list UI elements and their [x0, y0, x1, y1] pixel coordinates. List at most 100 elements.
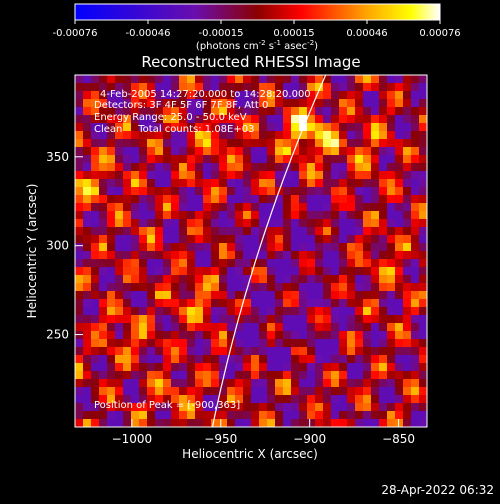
- heatmap-cell: [227, 387, 236, 396]
- heatmap-cell: [371, 75, 380, 84]
- heatmap-cell: [419, 339, 427, 348]
- heatmap-cell: [235, 131, 244, 140]
- heatmap-cell: [347, 83, 356, 92]
- heatmap-cell: [283, 403, 292, 412]
- heatmap-cell: [171, 411, 180, 420]
- heatmap-cell: [107, 171, 116, 180]
- heatmap-cell: [243, 339, 252, 348]
- heatmap-cell: [115, 291, 124, 300]
- heatmap-cell: [99, 355, 108, 364]
- heatmap-cell: [195, 91, 204, 100]
- heatmap-cell: [99, 115, 108, 124]
- heatmap-cell: [291, 195, 300, 204]
- heatmap-cell: [275, 323, 284, 332]
- heatmap-cell: [347, 363, 356, 372]
- heatmap-cell: [163, 235, 172, 244]
- heatmap-cell: [99, 411, 108, 420]
- heatmap-cell: [75, 131, 84, 140]
- heatmap-cell: [275, 347, 284, 356]
- heatmap-cell: [163, 99, 172, 108]
- heatmap-cell: [179, 371, 188, 380]
- heatmap-cell: [387, 91, 396, 100]
- heatmap-cell: [163, 123, 172, 132]
- heatmap-cell: [227, 147, 236, 156]
- heatmap-cell: [179, 171, 188, 180]
- heatmap-cell: [275, 419, 284, 427]
- heatmap-cell: [203, 147, 212, 156]
- heatmap-cell: [411, 91, 420, 100]
- heatmap-cell: [163, 243, 172, 252]
- heatmap-cell: [347, 75, 356, 84]
- heatmap-cell: [131, 275, 140, 284]
- heatmap-cell: [395, 387, 404, 396]
- heatmap-cell: [179, 355, 188, 364]
- heatmap-cell: [83, 99, 92, 108]
- heatmap-cell: [203, 139, 212, 148]
- heatmap-cell: [107, 99, 116, 108]
- heatmap-cell: [203, 243, 212, 252]
- heatmap-cell: [347, 227, 356, 236]
- heatmap-cell: [251, 347, 260, 356]
- heatmap-cell: [179, 403, 188, 412]
- heatmap-cell: [379, 251, 388, 260]
- heatmap-cell: [411, 259, 420, 268]
- heatmap-cell: [315, 123, 324, 132]
- colorbar-tick-label: -0.00076: [53, 28, 98, 39]
- heatmap-cell: [147, 379, 156, 388]
- heatmap-cell: [179, 139, 188, 148]
- heatmap-cell: [299, 291, 308, 300]
- heatmap-cell: [131, 187, 140, 196]
- heatmap-cell: [155, 155, 164, 164]
- heatmap-cell: [395, 339, 404, 348]
- heatmap-cell: [203, 283, 212, 292]
- heatmap-cell: [75, 75, 84, 84]
- heatmap-cell: [291, 323, 300, 332]
- heatmap-cell: [227, 179, 236, 188]
- heatmap-cell: [227, 99, 236, 108]
- heatmap-cell: [203, 347, 212, 356]
- heatmap-cell: [235, 83, 244, 92]
- heatmap-cell: [91, 171, 100, 180]
- heatmap-cell: [259, 195, 268, 204]
- heatmap-cell: [403, 243, 412, 252]
- heatmap-cell: [339, 107, 348, 116]
- heatmap-cell: [99, 83, 108, 92]
- heatmap-cell: [355, 403, 364, 412]
- heatmap-cell: [107, 211, 116, 220]
- heatmap-cell: [347, 267, 356, 276]
- heatmap-cell: [267, 411, 276, 420]
- heatmap-cell: [307, 195, 316, 204]
- heatmap-cell: [147, 179, 156, 188]
- heatmap-cell: [131, 139, 140, 148]
- heatmap-cell: [411, 243, 420, 252]
- heatmap-cell: [147, 331, 156, 340]
- plot-frame: [74, 74, 428, 428]
- heatmap-cell: [283, 91, 292, 100]
- heatmap-cell: [115, 323, 124, 332]
- heatmap-cell: [403, 155, 412, 164]
- heatmap-cell: [107, 91, 116, 100]
- heatmap-cell: [331, 323, 340, 332]
- heatmap-cell: [299, 211, 308, 220]
- heatmap-cell: [291, 395, 300, 404]
- heatmap-cell: [259, 123, 268, 132]
- heatmap-cell: [203, 403, 212, 412]
- heatmap-cell: [235, 91, 244, 100]
- heatmap-cell: [83, 355, 92, 364]
- heatmap-cell: [307, 283, 316, 292]
- heatmap-cell: [75, 139, 84, 148]
- heatmap-cell: [275, 355, 284, 364]
- heatmap-cell: [251, 283, 260, 292]
- heatmap-cell: [283, 203, 292, 212]
- heatmap-cell: [411, 75, 420, 84]
- heatmap-cell: [339, 411, 348, 420]
- heatmap-cell: [171, 227, 180, 236]
- heatmap-cell: [139, 187, 148, 196]
- heatmap-cell: [123, 379, 132, 388]
- heatmap-cell: [219, 227, 228, 236]
- heatmap-cell: [195, 203, 204, 212]
- heatmap-cell: [299, 315, 308, 324]
- heatmap-cell: [187, 299, 196, 308]
- heatmap-cell: [195, 395, 204, 404]
- heatmap-cell: [395, 299, 404, 308]
